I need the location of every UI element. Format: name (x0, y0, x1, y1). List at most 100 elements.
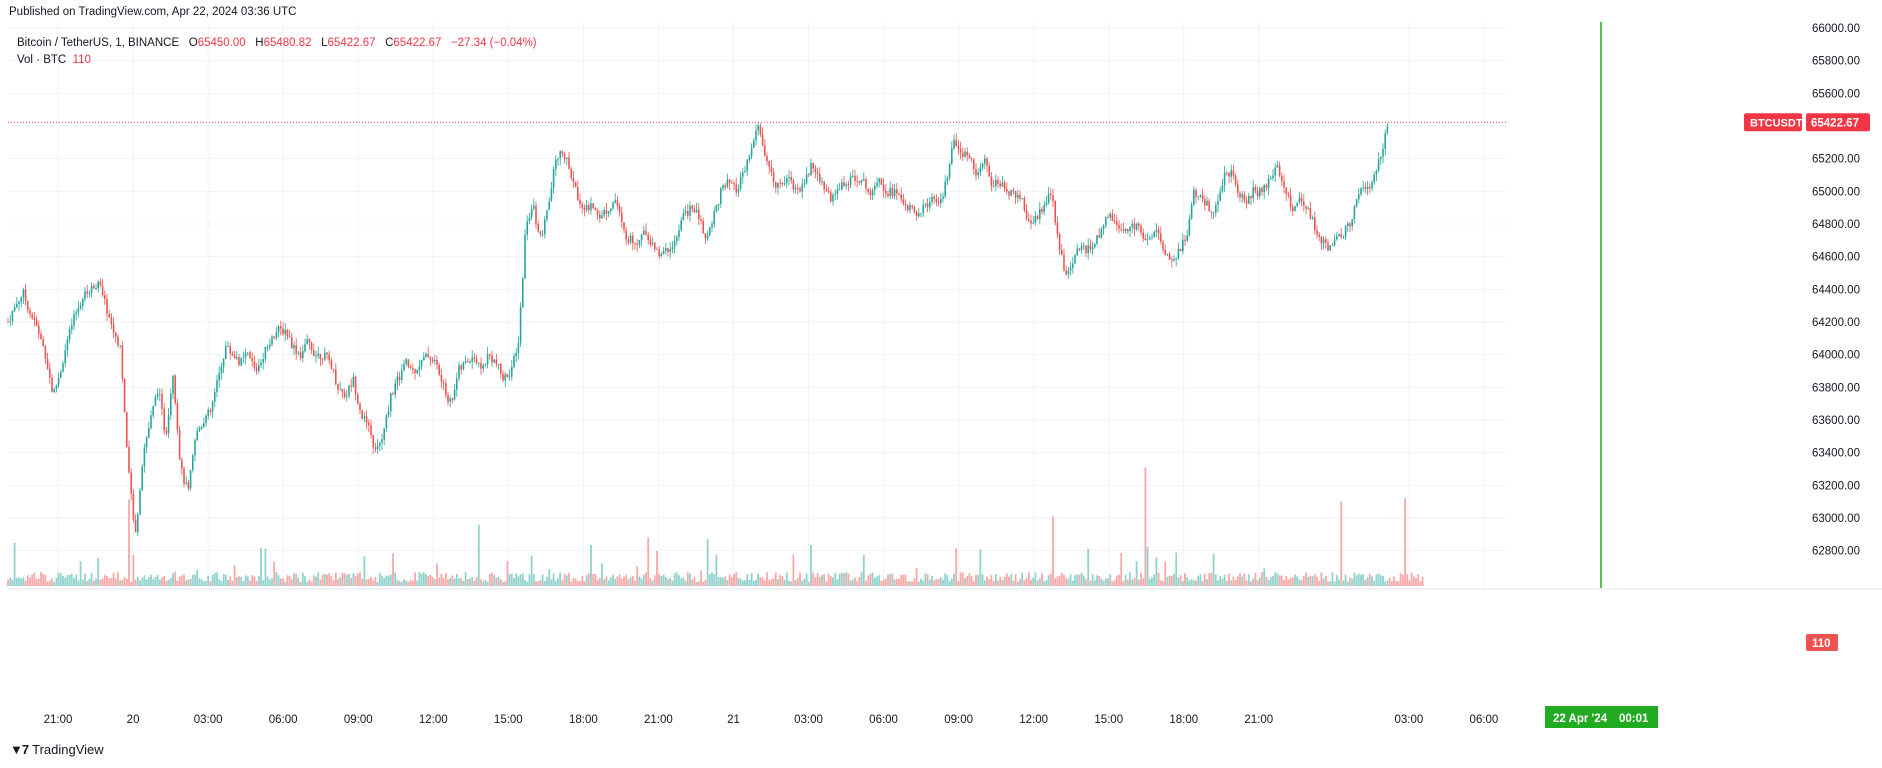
volume-bar (636, 566, 639, 586)
volume-bar (1133, 577, 1136, 586)
volume-bar (816, 572, 819, 586)
candle-body (330, 360, 333, 370)
candle-body (680, 219, 682, 231)
candle-body (792, 180, 795, 190)
volume-bar (136, 576, 139, 586)
candle-body (1384, 133, 1386, 149)
volume-bar (651, 580, 654, 586)
volume-bar (251, 575, 254, 586)
volume-bar (609, 577, 612, 586)
candle-body (469, 361, 471, 363)
candle-body (854, 175, 856, 181)
volume-bar (913, 578, 916, 586)
price-chart[interactable]: 66000.0065800.0065600.0065400.0065200.00… (0, 0, 1882, 740)
candle-body (273, 336, 275, 338)
volume-bar (634, 580, 636, 586)
volume-bar (1107, 578, 1109, 586)
volume-bar (598, 578, 601, 586)
volume-bar (18, 577, 20, 586)
volume-bar (427, 576, 430, 586)
volume-bar (1190, 579, 1193, 586)
candle-body (198, 428, 201, 432)
volume-bar (1184, 572, 1186, 586)
legend-symbol[interactable]: Bitcoin / TetherUS, 1, BINANCE (17, 37, 180, 49)
candle-body (662, 250, 665, 254)
volume-bar (1221, 578, 1224, 586)
volume-bar (1245, 580, 1248, 586)
volume-bar (312, 575, 315, 586)
tradingview-logo[interactable]: ▼7 TradingView (10, 742, 104, 757)
volume-bar (1302, 575, 1305, 586)
legend-volume-label[interactable]: Vol · BTC (17, 54, 67, 66)
volume-bar (792, 554, 795, 586)
volume-bar (310, 581, 313, 586)
candle-body (592, 203, 594, 209)
chart-legend: Bitcoin / TetherUS, 1, BINANCE O65450.00… (17, 35, 537, 69)
candle-body (229, 345, 231, 354)
candle-body (262, 359, 264, 363)
volume-bar (473, 580, 476, 586)
candle-body (1171, 259, 1173, 261)
candle-body (788, 177, 790, 179)
volume-bar (1263, 568, 1266, 586)
candle-body (715, 205, 718, 212)
volume-bar (979, 549, 982, 586)
volume-bar (988, 578, 991, 586)
volume-bar (1309, 575, 1312, 586)
candle-body (691, 205, 693, 209)
candle-body (304, 344, 306, 352)
volume-bar (997, 580, 999, 586)
volume-bar (563, 573, 566, 586)
candle-body (570, 168, 572, 179)
candle-body (594, 208, 597, 211)
volume-bar (1212, 553, 1215, 586)
volume-bar (1082, 575, 1085, 586)
candle-body (1063, 254, 1065, 271)
candle-body (240, 358, 242, 366)
volume-bar (328, 573, 331, 586)
volume-bar (807, 581, 810, 586)
volume-bar (189, 578, 192, 586)
candle-body (387, 411, 390, 416)
volume-bar (1360, 574, 1362, 586)
candle-body (77, 307, 80, 313)
volume-bar (1256, 580, 1259, 586)
candle-body (1358, 194, 1360, 200)
candle-body (929, 202, 931, 208)
last-price-tag-value: 65422.67 (1811, 117, 1859, 129)
volume-bar (1267, 579, 1270, 586)
volume-bar (286, 575, 289, 586)
candle-body (1195, 189, 1197, 197)
volume-bar (1047, 575, 1050, 586)
volume-bar (158, 579, 161, 586)
volume-bar (902, 574, 905, 586)
volume-bar (722, 577, 724, 586)
candle-body (1186, 235, 1188, 241)
volume-bar (649, 578, 652, 586)
volume-bar (62, 575, 64, 586)
volume-bar (90, 572, 93, 586)
candle-body (401, 370, 403, 381)
volume-bar (451, 575, 454, 586)
candle-body (1234, 175, 1237, 185)
candle-body (805, 174, 808, 184)
volume-bar (1177, 577, 1180, 586)
volume-bar (858, 577, 861, 586)
candle-body (1320, 236, 1323, 244)
candle-body (1054, 200, 1056, 223)
candle-body (57, 377, 60, 386)
candle-body (1047, 193, 1050, 203)
last-price-tag[interactable]: BTCUSDT 65422.67 (1744, 113, 1870, 132)
volume-bar (530, 555, 533, 586)
volume-bar (458, 578, 460, 586)
candle-body (341, 388, 344, 393)
volume-bar (728, 574, 731, 586)
volume-bar (139, 580, 141, 586)
y-tick-label: 66000.00 (1812, 23, 1860, 35)
candle-body (825, 189, 828, 192)
volume-bar (1252, 578, 1255, 586)
volume-bar (1069, 574, 1072, 586)
volume-bar (114, 578, 117, 586)
x-tick-label: 21:00 (44, 714, 73, 726)
volume-bar (1362, 574, 1365, 586)
